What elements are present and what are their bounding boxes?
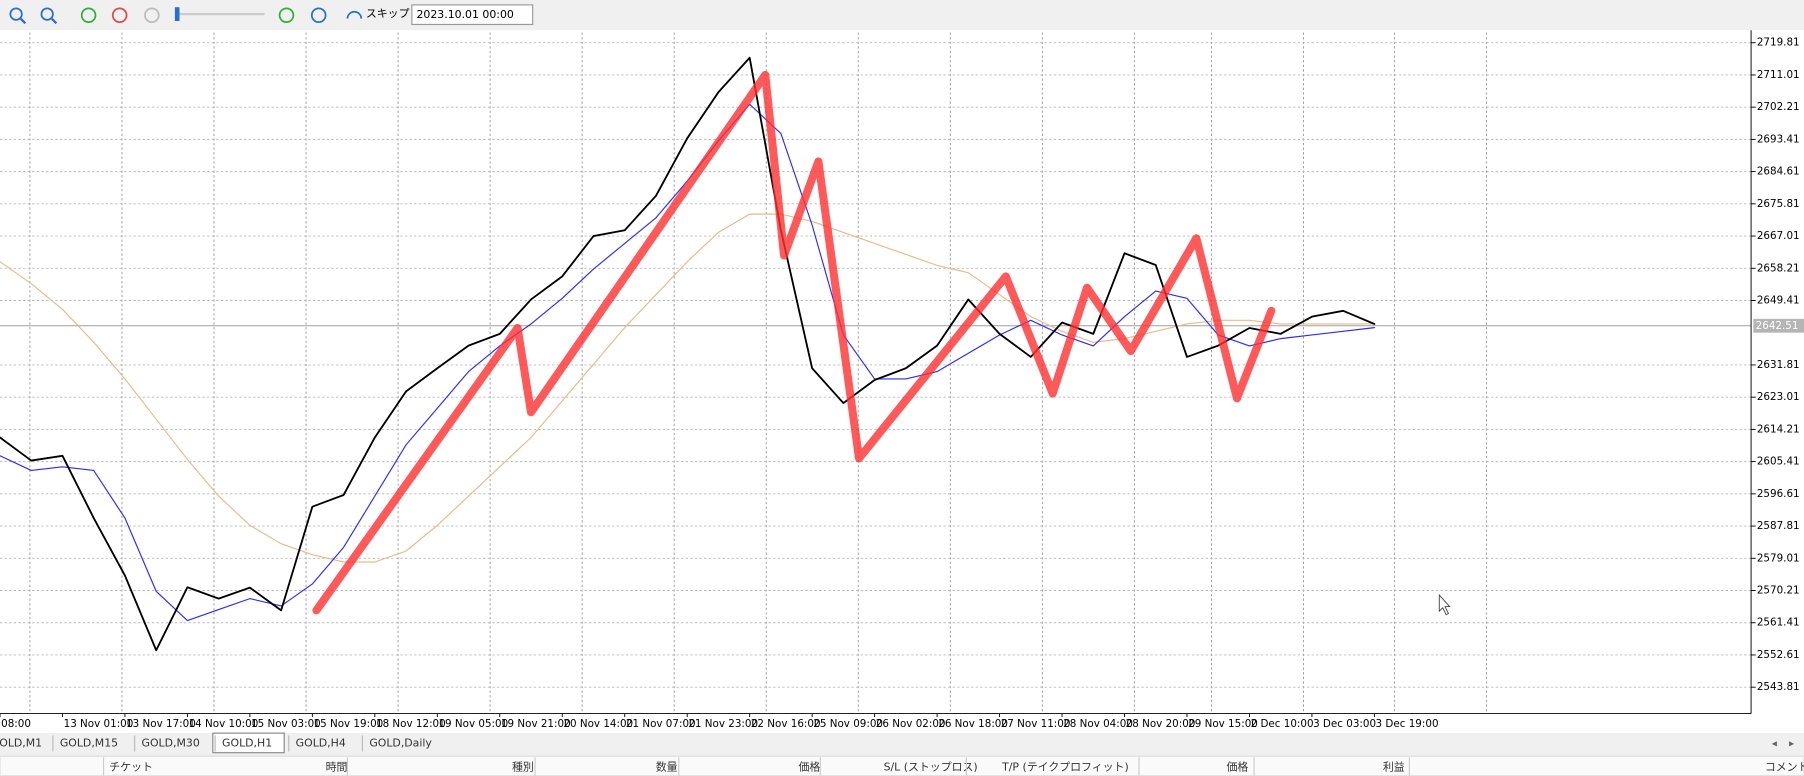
tab-bar [0, 733, 1804, 756]
symbol-tab[interactable]: GOLD,Daily [369, 737, 432, 750]
x-tick-label: 2 Dec 10:00 [1251, 718, 1314, 730]
forward-button[interactable] [278, 7, 295, 24]
y-tick-label: 2605.41 [1757, 456, 1800, 468]
date-input[interactable] [411, 4, 534, 26]
x-tick-label: 26 Nov 18:00 [938, 718, 1008, 730]
skip-icon[interactable] [346, 10, 363, 19]
end-button[interactable] [310, 7, 327, 24]
x-tick-label: 22 Nov 16:00 [751, 718, 821, 730]
back-button[interactable] [144, 7, 160, 24]
column-header: T/P (テイクプロフィット) [1001, 761, 1129, 774]
zoom-in[interactable] [9, 7, 27, 25]
y-tick-label: 2587.81 [1757, 520, 1800, 532]
mouse-cursor [1438, 593, 1451, 616]
x-tick-label: 21 Nov 23:00 [688, 718, 758, 730]
stop-button[interactable] [111, 7, 128, 24]
column-header: 数量 [656, 761, 678, 774]
column-header: 価格 [1226, 760, 1248, 774]
y-tick-label: 2719.81 [1757, 37, 1800, 49]
y-tick-label: 2543.81 [1757, 681, 1800, 693]
y-tick-label: 2649.41 [1757, 295, 1800, 307]
column-header: S/L (ストップロス) [884, 761, 978, 774]
column-header: 価格 [798, 760, 820, 774]
slider-thumb[interactable] [174, 7, 180, 21]
y-tick-label: 2596.61 [1757, 488, 1800, 500]
symbol-tab[interactable]: GOLD,M1 [0, 737, 42, 750]
x-tick-label: 15 Nov 19:00 [314, 718, 384, 730]
y-tick-label: 2579.01 [1757, 552, 1800, 564]
y-tick-label: 2614.21 [1757, 423, 1800, 435]
y-tick-label: 2570.21 [1757, 585, 1800, 597]
date-value[interactable]: 2023.10.01 00:00 [416, 8, 513, 21]
x-tick-label: 28 Nov 04:00 [1063, 718, 1133, 730]
x-tick-label: 25 Nov 09:00 [813, 718, 883, 730]
active-tab[interactable] [212, 732, 285, 754]
x-tick-label: 28 Nov 20:00 [1126, 718, 1196, 730]
symbol-tab[interactable]: GOLD,M30 [142, 737, 200, 750]
y-tick-label: 2711.01 [1757, 69, 1800, 81]
tab-scroll-right[interactable]: ▸ [1789, 738, 1795, 750]
column-header: コメント [1765, 761, 1804, 774]
column-header: 利益 [1383, 760, 1405, 774]
x-tick-label: 18 Nov 12:00 [376, 718, 446, 730]
play-button[interactable] [80, 7, 97, 24]
x-tick-label: 20 Nov 14:00 [563, 718, 633, 730]
vertical-grid [29, 32, 1487, 714]
symbol-tab[interactable]: GOLD,M15 [60, 737, 118, 750]
toolbar [0, 0, 1804, 31]
symbol-tab[interactable]: GOLD,H4 [296, 737, 346, 750]
y-tick-label: 2693.41 [1757, 133, 1800, 145]
x-tick-label: 13 Nov 01:00 [64, 718, 134, 730]
x-tick-label: 27 Nov 11:00 [1001, 718, 1071, 730]
x-tick-label: 29 Nov 15:00 [1188, 718, 1258, 730]
price-line [0, 56, 1376, 652]
y-tick-label: 2684.61 [1757, 166, 1800, 178]
x-tick-label: 26 Nov 02:00 [876, 718, 946, 730]
current-price-label: 2642.51 [1756, 320, 1799, 332]
x-tick-label: 19 Nov 05:00 [438, 718, 508, 730]
y-tick-label: 2702.21 [1757, 101, 1800, 113]
y-tick-label: 2675.81 [1757, 198, 1800, 210]
x-tick-label: 15 Nov 03:00 [251, 718, 321, 730]
column-header: 種別 [512, 760, 534, 774]
tab-scroll-left[interactable]: ◂ [1772, 738, 1778, 750]
y-tick-label: 2667.01 [1757, 230, 1800, 242]
symbol-tab[interactable]: GOLD,H1 [222, 737, 272, 750]
plot [0, 42, 1752, 688]
x-tick-label: 08:00 [1, 718, 31, 730]
chart-area [0, 30, 1804, 734]
skip-label[interactable]: スキップ [366, 7, 410, 20]
x-tick-label: 21 Nov 07:00 [626, 718, 696, 730]
current-price-box [1753, 318, 1804, 333]
x-tick-label: 3 Dec 19:00 [1376, 718, 1439, 730]
x-tick-label: 14 Nov 10:00 [189, 718, 259, 730]
y-tick-label: 2623.01 [1757, 391, 1800, 403]
zoom-out[interactable] [40, 7, 58, 25]
x-tick-label: 19 Nov 21:00 [501, 718, 571, 730]
y-tick-label: 2658.21 [1757, 262, 1800, 274]
y-tick-label: 2631.81 [1757, 359, 1800, 371]
zigzag-line [312, 70, 1276, 615]
y-tick-label: 2561.41 [1757, 617, 1800, 629]
x-tick-label: 3 Dec 03:00 [1313, 718, 1376, 730]
column-header: 時間 [326, 761, 348, 774]
column-header: チケット [109, 761, 153, 774]
x-tick-label: 13 Nov 17:00 [126, 718, 196, 730]
y-tick-label: 2552.61 [1757, 649, 1800, 661]
